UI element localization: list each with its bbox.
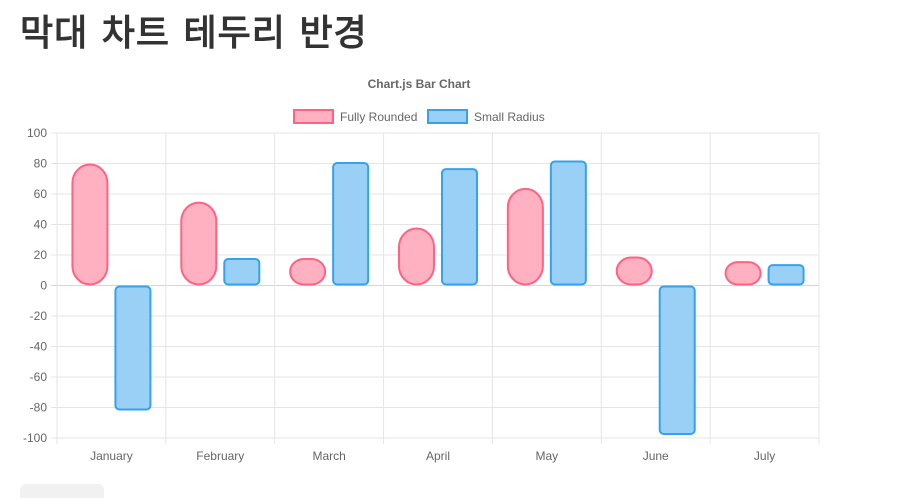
bar-fully-rounded-february: [180, 201, 218, 286]
x-tick-label: June: [643, 449, 669, 463]
y-tick-label: 20: [34, 248, 48, 262]
y-axis: 100 80 60 40 20 0 -20 -40 -60 -80 -100: [23, 126, 47, 445]
bar-fully-rounded-january: [71, 163, 109, 286]
bar-fully-rounded-july: [724, 261, 762, 286]
bar-fully-rounded-may: [506, 187, 544, 286]
bar-small-radius-february: [223, 258, 261, 286]
x-tick-label: February: [196, 449, 244, 463]
y-tick-label: -20: [30, 309, 48, 323]
x-tick-label: July: [754, 449, 775, 463]
bar-small-radius-july: [767, 264, 805, 286]
x-tick-label: March: [312, 449, 345, 463]
bar-small-radius-march: [332, 161, 370, 286]
y-tick-label: 0: [40, 279, 47, 293]
bar-fully-rounded-march: [289, 258, 327, 286]
chart-bars: [71, 160, 805, 435]
x-tick-label: January: [90, 449, 133, 463]
legend-label-small-radius[interactable]: Small Radius: [474, 110, 545, 124]
bar-small-radius-january: [114, 285, 152, 411]
bar-small-radius-april: [441, 168, 478, 286]
bar-fully-rounded-june: [615, 256, 653, 286]
legend-swatch-fully-rounded[interactable]: [293, 109, 334, 124]
chart-legend: Fully Rounded Small Radius: [293, 109, 545, 124]
y-tick-label: 80: [34, 157, 48, 171]
y-tick-label: -100: [23, 431, 47, 445]
x-tick-label: May: [536, 449, 559, 463]
y-tick-label: 100: [27, 126, 47, 140]
y-tick-label: -40: [30, 340, 48, 354]
page-title: 막대 차트 테두리 반경: [20, 13, 368, 54]
bottom-tab[interactable]: [20, 484, 104, 498]
bar-fully-rounded-april: [398, 227, 435, 286]
y-tick-label: -80: [30, 401, 48, 415]
y-tick-label: 40: [34, 218, 48, 232]
legend-swatch-small-radius[interactable]: [427, 109, 468, 124]
x-axis: January February March April May June July: [90, 449, 775, 463]
legend-label-fully-rounded[interactable]: Fully Rounded: [340, 110, 417, 124]
y-tick-label: -60: [30, 370, 48, 384]
chart-title: Chart.js Bar Chart: [368, 77, 471, 91]
y-tick-label: 60: [34, 187, 48, 201]
bar-small-radius-june: [658, 285, 696, 435]
bar-small-radius-may: [549, 160, 587, 286]
x-tick-label: April: [426, 449, 450, 463]
chart-grid: [51, 132, 820, 444]
